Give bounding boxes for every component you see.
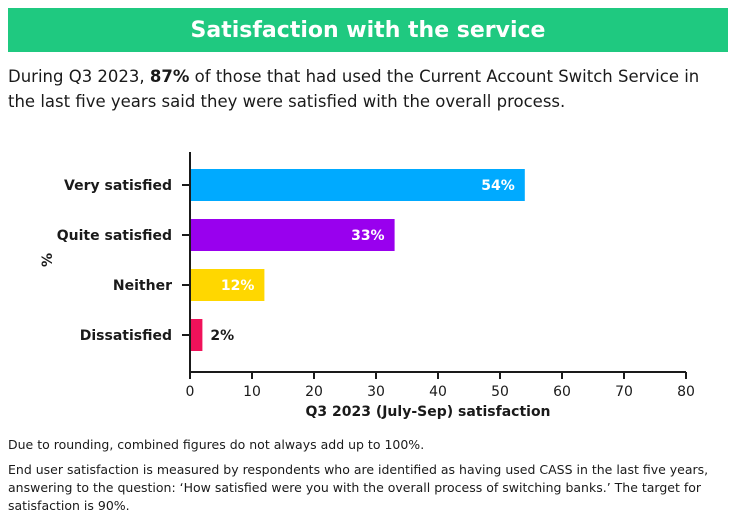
category-label-2: Neither xyxy=(113,278,172,294)
x-tick-label-5: 50 xyxy=(491,384,509,400)
category-label-3: Dissatisfied xyxy=(80,328,172,344)
methodology-note: End user satisfaction is measured by res… xyxy=(8,462,709,513)
intro-after: of those that had used the Current Accou… xyxy=(8,67,700,111)
x-tick-label-0: 0 xyxy=(186,384,195,400)
rounding-note: Due to rounding, combined figures do not… xyxy=(8,437,425,452)
x-tick-label-2: 20 xyxy=(305,384,323,400)
page-title: Satisfaction with the service xyxy=(190,17,546,43)
intro-text: During Q3 2023, 87% of those that had us… xyxy=(8,64,730,114)
x-tick-label-1: 10 xyxy=(243,384,261,400)
bar-3 xyxy=(191,319,203,351)
bar-0 xyxy=(191,169,525,201)
x-axis-title: Q3 2023 (July-Sep) satisfaction xyxy=(305,404,550,420)
x-tick-label-3: 30 xyxy=(367,384,385,400)
y-axis-title: % xyxy=(40,253,56,267)
value-label-1: 33% xyxy=(351,228,385,244)
title-banner: Satisfaction with the service xyxy=(8,8,728,52)
intro-before: During Q3 2023, xyxy=(8,67,150,86)
satisfaction-bar-chart: 0 10 20 30 40 50 60 70 80 Very satisfied 54% Quite … xyxy=(40,152,695,420)
x-tick-label-7: 70 xyxy=(615,384,633,400)
bar-2 xyxy=(191,269,265,301)
x-tick-label-4: 40 xyxy=(429,384,447,400)
category-label-1: Quite satisfied xyxy=(57,228,172,244)
value-label-3: 2% xyxy=(210,328,234,344)
value-label-0: 54% xyxy=(481,178,515,194)
value-label-2: 12% xyxy=(221,278,255,294)
x-tick-label-8: 80 xyxy=(677,384,695,400)
bar-1 xyxy=(191,219,395,251)
category-label-0: Very satisfied xyxy=(64,178,172,194)
x-tick-label-6: 60 xyxy=(553,384,571,400)
intro-highlight: 87% xyxy=(149,67,190,86)
